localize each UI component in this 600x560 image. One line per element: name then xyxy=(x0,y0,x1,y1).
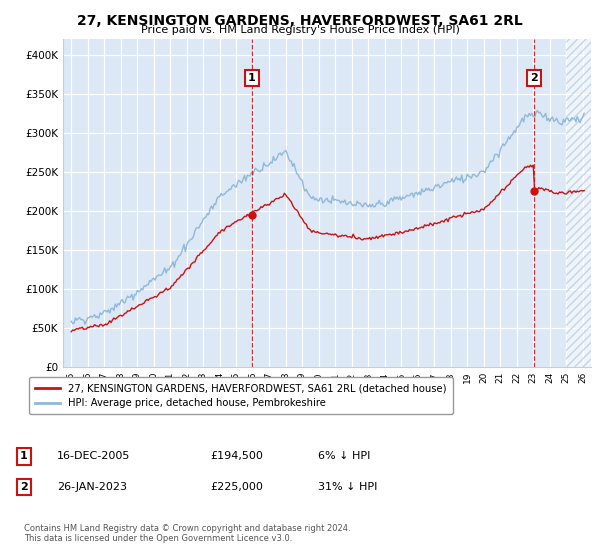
Text: Contains HM Land Registry data © Crown copyright and database right 2024.
This d: Contains HM Land Registry data © Crown c… xyxy=(24,524,350,543)
Text: 2: 2 xyxy=(20,482,28,492)
Text: £194,500: £194,500 xyxy=(210,451,263,461)
Text: 1: 1 xyxy=(248,73,256,83)
Text: Price paid vs. HM Land Registry's House Price Index (HPI): Price paid vs. HM Land Registry's House … xyxy=(140,25,460,35)
Text: 27, KENSINGTON GARDENS, HAVERFORDWEST, SA61 2RL: 27, KENSINGTON GARDENS, HAVERFORDWEST, S… xyxy=(77,14,523,28)
Text: 6% ↓ HPI: 6% ↓ HPI xyxy=(318,451,370,461)
Legend: 27, KENSINGTON GARDENS, HAVERFORDWEST, SA61 2RL (detached house), HPI: Average p: 27, KENSINGTON GARDENS, HAVERFORDWEST, S… xyxy=(29,377,452,414)
Text: £225,000: £225,000 xyxy=(210,482,263,492)
Text: 1: 1 xyxy=(20,451,28,461)
Bar xyxy=(566,39,599,367)
Text: 2: 2 xyxy=(530,73,538,83)
Text: 16-DEC-2005: 16-DEC-2005 xyxy=(57,451,130,461)
Text: 31% ↓ HPI: 31% ↓ HPI xyxy=(318,482,377,492)
Text: 26-JAN-2023: 26-JAN-2023 xyxy=(57,482,127,492)
Bar xyxy=(566,39,599,367)
